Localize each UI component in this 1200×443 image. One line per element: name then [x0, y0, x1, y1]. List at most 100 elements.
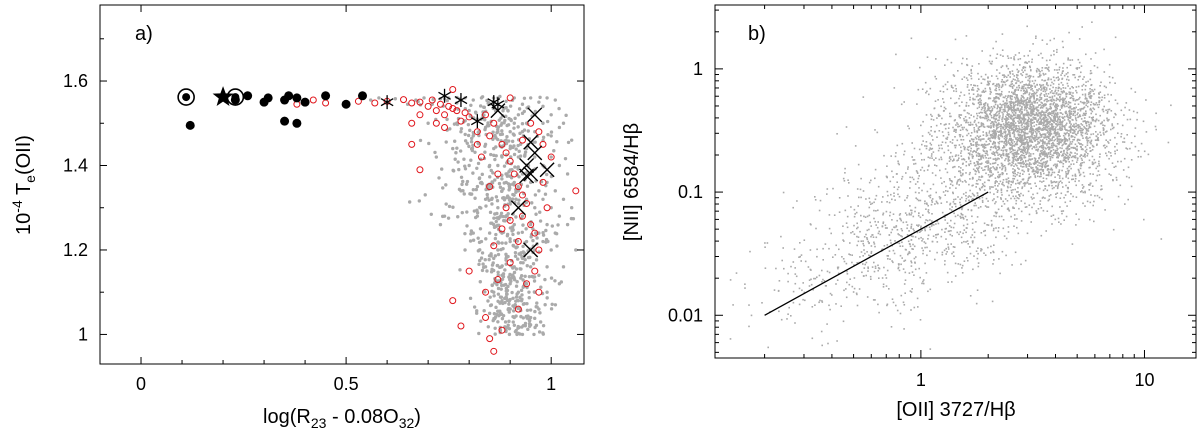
panel-b-point — [933, 184, 935, 186]
panel-b-point — [1015, 159, 1017, 161]
panel-b-point — [1059, 67, 1061, 69]
panel-b-point — [1137, 112, 1139, 114]
panel-b-point — [1062, 106, 1064, 108]
panel-b-point — [851, 254, 853, 256]
panel-b-point — [1042, 142, 1044, 144]
panel-b-point — [1023, 86, 1025, 88]
panel-a-grey-point — [507, 307, 510, 310]
panel-b-point — [1097, 67, 1099, 69]
panel-b-point — [902, 176, 904, 178]
panel-a-grey-point — [533, 317, 536, 320]
panel-b-point — [1040, 117, 1042, 119]
panel-b-point — [1089, 219, 1091, 221]
panel-b-point — [942, 98, 944, 100]
panel-b-point — [1012, 116, 1014, 118]
panel-a-grey-point — [514, 147, 517, 150]
panel-a-grey-point — [505, 255, 508, 258]
panel-b-point — [1105, 153, 1107, 155]
panel-a-grey-point — [554, 303, 557, 306]
panel-a-grey-point — [506, 109, 509, 112]
panel-b-point — [947, 89, 949, 91]
panel-b-point — [1054, 164, 1056, 166]
panel-b-point — [1054, 91, 1056, 93]
panel-b-point — [1087, 144, 1089, 146]
panel-a-grey-point — [467, 164, 470, 167]
panel-b-point — [987, 77, 989, 79]
panel-b-point — [943, 86, 945, 88]
panel-b-point — [1059, 154, 1061, 156]
panel-a-grey-point — [469, 104, 472, 107]
panel-b-point — [994, 101, 996, 103]
panel-b-point — [1028, 191, 1030, 193]
panel-b-point — [1042, 129, 1044, 131]
panel-b-point — [924, 200, 926, 202]
panel-b-point — [1061, 82, 1063, 84]
panel-a-grey-point — [499, 248, 502, 251]
panel-a-y-tick-label: 1.2 — [63, 240, 88, 260]
panel-b-point — [1082, 203, 1084, 205]
panel-b-point — [995, 177, 997, 179]
panel-b-point — [863, 249, 865, 251]
panel-a-grey-point — [477, 263, 480, 266]
panel-b-point — [1078, 169, 1080, 171]
panel-b-point — [950, 220, 952, 222]
panel-a-grey-point — [515, 280, 518, 283]
panel-a-grey-point — [510, 291, 513, 294]
panel-b-point — [972, 156, 974, 158]
panel-a-grey-point — [490, 270, 493, 273]
panel-b-point — [1080, 101, 1082, 103]
panel-b-point — [1092, 116, 1094, 118]
panel-b-point — [896, 181, 898, 183]
panel-b-point — [1066, 93, 1068, 95]
panel-b-point — [998, 258, 1000, 260]
panel-b-point — [978, 170, 980, 172]
panel-b-point — [1072, 139, 1074, 141]
panel-b-point — [1070, 92, 1072, 94]
panel-a-grey-point — [484, 258, 487, 261]
panel-b-point — [1039, 153, 1041, 155]
panel-b-point — [1140, 156, 1142, 158]
panel-b-point — [1009, 126, 1011, 128]
panel-a-grey-point — [492, 216, 495, 219]
panel-a-grey-point — [478, 241, 481, 244]
panel-a-grey-point — [394, 97, 397, 100]
panel-b-point — [1080, 168, 1082, 170]
panel-b-point — [997, 105, 999, 107]
panel-a-grey-point — [512, 132, 515, 135]
panel-a-grey-point — [484, 204, 487, 207]
panel-b-point — [1028, 146, 1030, 148]
panel-a-grey-point — [505, 196, 508, 199]
panel-b-point — [1066, 175, 1068, 177]
panel-b-point — [1074, 103, 1076, 105]
panel-b-point — [1046, 64, 1048, 66]
panel-a-grey-point — [491, 263, 494, 266]
panel-a-grey-point — [542, 324, 545, 327]
panel-a-grey-point — [550, 276, 553, 279]
panel-b-point — [1083, 84, 1085, 86]
panel-b-point — [998, 177, 1000, 179]
panel-b-point — [904, 151, 906, 153]
panel-b-point — [935, 175, 937, 177]
panel-b-point — [936, 78, 938, 80]
panel-b-point — [960, 134, 962, 136]
panel-b-point — [974, 131, 976, 133]
panel-b-point — [985, 144, 987, 146]
panel-b-point — [1102, 109, 1104, 111]
panel-b-point — [1071, 152, 1073, 154]
panel-b-point — [930, 143, 932, 145]
panel-b-point — [1016, 156, 1018, 158]
panel-b-point — [1107, 94, 1109, 96]
panel-b-point — [977, 131, 979, 133]
panel-a-x-tick-label: 1 — [546, 374, 556, 394]
panel-b-point — [1122, 125, 1124, 127]
panel-b-point — [1055, 113, 1057, 115]
panel-b-point — [1030, 167, 1032, 169]
panel-b-point — [989, 170, 991, 172]
panel-b-point — [1012, 171, 1014, 173]
panel-b-point — [1046, 178, 1048, 180]
panel-b-point — [974, 120, 976, 122]
panel-b-point — [993, 83, 995, 85]
panel-b-point — [997, 154, 999, 156]
panel-b-point — [1023, 163, 1025, 165]
panel-b-point — [1126, 134, 1128, 136]
